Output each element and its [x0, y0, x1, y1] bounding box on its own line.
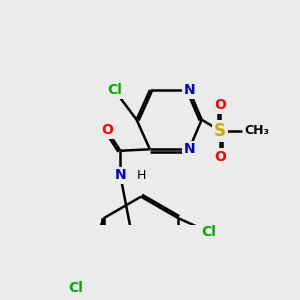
Text: H: H	[136, 169, 146, 182]
Text: CH₃: CH₃	[244, 124, 270, 137]
Text: Cl: Cl	[107, 83, 122, 97]
Text: S: S	[214, 122, 226, 140]
Text: N: N	[183, 83, 195, 97]
Text: Cl: Cl	[68, 281, 83, 295]
Text: Cl: Cl	[202, 225, 217, 239]
Text: O: O	[214, 98, 226, 112]
Text: O: O	[101, 123, 113, 137]
Text: O: O	[214, 150, 226, 164]
Text: N: N	[183, 142, 195, 156]
Text: N: N	[115, 168, 126, 182]
